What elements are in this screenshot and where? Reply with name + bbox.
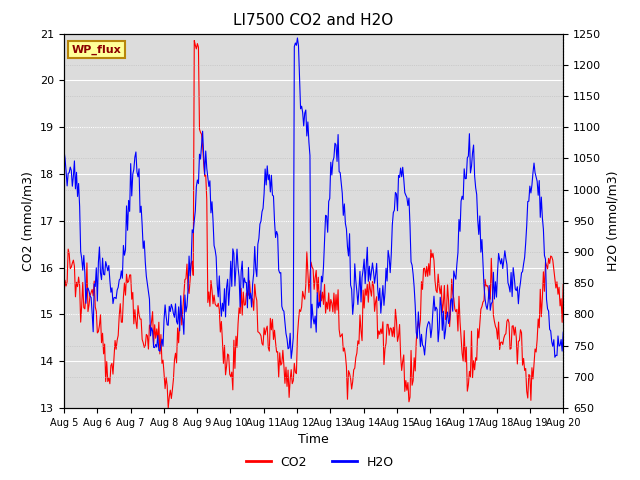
Title: LI7500 CO2 and H2O: LI7500 CO2 and H2O (234, 13, 394, 28)
CO2 (342, 352, 349, 358)
H2O (294, 35, 301, 41)
H2O (60, 148, 68, 154)
CO2 (191, 38, 198, 44)
CO2 (429, 251, 436, 256)
CO2 (273, 349, 280, 355)
CO2 (164, 405, 172, 411)
Text: WP_flux: WP_flux (72, 45, 121, 55)
Y-axis label: H2O (mmol/m3): H2O (mmol/m3) (607, 170, 620, 271)
H2O (271, 218, 278, 224)
H2O (342, 220, 349, 226)
CO2 (516, 338, 524, 344)
H2O (365, 264, 373, 269)
CO2 (559, 281, 567, 287)
H2O (516, 287, 524, 293)
CO2 (365, 279, 373, 285)
X-axis label: Time: Time (298, 433, 329, 446)
Line: CO2: CO2 (64, 41, 563, 408)
CO2 (60, 292, 68, 298)
H2O (429, 308, 436, 313)
H2O (216, 273, 223, 279)
CO2 (218, 319, 225, 324)
H2O (287, 356, 295, 361)
Line: H2O: H2O (64, 38, 563, 359)
Legend: CO2, H2O: CO2, H2O (241, 451, 399, 474)
Y-axis label: CO2 (mmol/m3): CO2 (mmol/m3) (22, 171, 35, 271)
H2O (559, 329, 567, 335)
